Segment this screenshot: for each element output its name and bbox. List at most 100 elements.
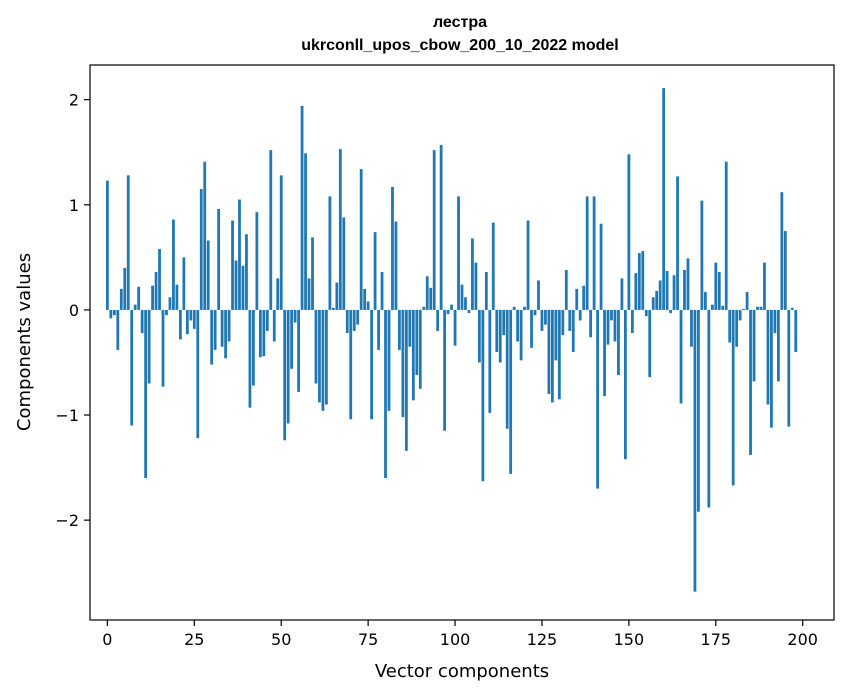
bar — [484, 272, 488, 310]
bar — [172, 219, 175, 310]
bar — [272, 309, 276, 342]
bar — [213, 309, 217, 350]
bar — [780, 192, 784, 310]
bar — [366, 301, 370, 310]
bar — [286, 309, 290, 424]
bar — [624, 309, 627, 460]
bar — [311, 237, 314, 310]
y-tick-label: 0 — [69, 301, 79, 320]
bar — [533, 309, 537, 316]
bar — [377, 309, 380, 350]
bar — [109, 309, 113, 319]
bar — [672, 275, 676, 310]
bar — [338, 149, 342, 310]
bar — [179, 309, 182, 340]
bar — [300, 105, 304, 310]
bar — [314, 309, 318, 384]
bar — [137, 286, 141, 310]
bar — [756, 306, 759, 310]
bar — [105, 180, 109, 310]
bar — [241, 265, 245, 310]
bar — [610, 309, 613, 321]
bar — [770, 309, 773, 428]
bar — [432, 150, 436, 310]
bar — [276, 278, 280, 310]
bar — [644, 309, 648, 317]
bar — [641, 251, 645, 310]
bar — [596, 309, 599, 489]
bar — [331, 307, 335, 310]
bar — [380, 272, 384, 310]
bar — [495, 309, 499, 352]
x-axis-ticks: 0 25 50 75 100 125 150 175 200 — [102, 620, 818, 649]
bar — [356, 309, 360, 325]
x-axis-label: Vector components — [375, 661, 549, 682]
bar — [144, 309, 148, 479]
bar — [617, 309, 620, 376]
bar — [429, 287, 433, 310]
bar — [766, 309, 770, 405]
bar — [185, 309, 189, 335]
bar — [606, 309, 610, 345]
bar — [637, 253, 641, 310]
bar — [717, 272, 721, 310]
plot-frame — [89, 64, 835, 621]
bar — [537, 280, 540, 310]
bar — [557, 309, 561, 400]
bar — [252, 309, 255, 386]
bar — [745, 292, 749, 310]
bar — [613, 309, 617, 342]
x-tick-label: 25 — [184, 630, 204, 649]
bar — [697, 309, 700, 512]
y-tick-label: 1 — [69, 196, 79, 215]
chart-title-line2: ukrconll_upos_cbow_200_10_2022 model — [301, 37, 618, 54]
bar — [735, 309, 739, 347]
bar — [599, 223, 603, 310]
bar — [404, 309, 408, 451]
bar — [669, 309, 672, 314]
bar — [710, 304, 714, 310]
bar — [693, 309, 697, 592]
bar — [724, 161, 728, 310]
bar — [509, 309, 513, 474]
bar — [630, 309, 634, 334]
bar — [161, 309, 165, 387]
bar — [318, 309, 321, 403]
bar — [585, 196, 589, 310]
bar — [676, 176, 679, 310]
bar — [304, 153, 307, 310]
y-axis-ticks: −2 −1 0 1 2 — [55, 91, 90, 530]
bar — [443, 309, 447, 431]
bar — [189, 309, 193, 321]
bar — [151, 285, 154, 310]
bar — [575, 288, 579, 310]
bar — [231, 220, 234, 310]
bar — [359, 169, 363, 310]
bar — [411, 309, 415, 401]
bar — [373, 232, 377, 310]
bar — [238, 199, 241, 310]
bar — [116, 309, 120, 350]
bar — [700, 200, 704, 310]
bar — [370, 309, 373, 420]
bar — [752, 309, 756, 382]
bar — [182, 257, 186, 310]
bar — [418, 309, 422, 389]
x-tick-label: 50 — [271, 630, 291, 649]
bar — [217, 209, 221, 310]
bar — [686, 258, 690, 310]
bar — [477, 309, 481, 363]
bar — [728, 309, 732, 343]
bar — [408, 309, 412, 347]
bar — [794, 309, 798, 352]
bar — [363, 288, 367, 310]
bar — [474, 262, 478, 310]
bar — [297, 309, 300, 392]
bar — [544, 309, 547, 325]
bar — [582, 285, 586, 310]
bar — [436, 309, 440, 331]
bar — [721, 305, 725, 310]
bar — [140, 309, 144, 334]
bar — [175, 284, 179, 310]
